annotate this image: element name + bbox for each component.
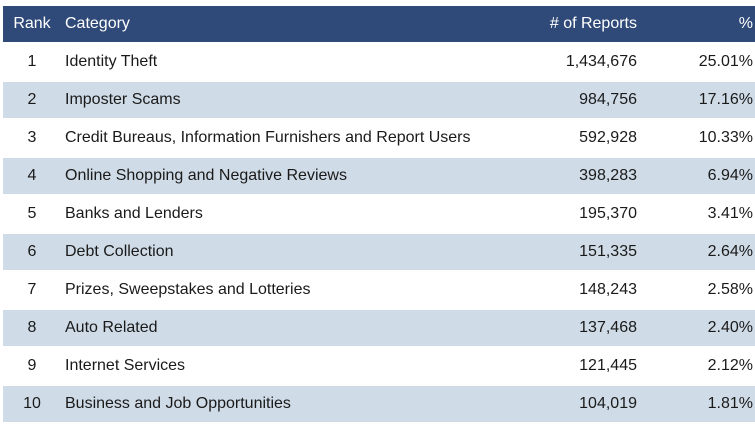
cell-percent: 10.33%: [637, 120, 755, 158]
header-rank: Rank: [3, 6, 61, 44]
cell-percent: 2.12%: [637, 348, 755, 386]
table-body: 1 Identity Theft 1,434,676 25.01% 2 Impo…: [3, 44, 755, 424]
table-row: 10 Business and Job Opportunities 104,01…: [3, 386, 755, 424]
cell-category: Business and Job Opportunities: [61, 386, 505, 424]
header-row: Rank Category # of Reports %: [3, 6, 755, 44]
cell-reports: 984,756: [505, 82, 637, 120]
table-row: 4 Online Shopping and Negative Reviews 3…: [3, 158, 755, 196]
cell-rank: 1: [3, 44, 61, 82]
cell-category: Online Shopping and Negative Reviews: [61, 158, 505, 196]
table-row: 8 Auto Related 137,468 2.40%: [3, 310, 755, 348]
header-percent: %: [637, 6, 755, 44]
cell-rank: 5: [3, 196, 61, 234]
cell-reports: 104,019: [505, 386, 637, 424]
cell-percent: 6.94%: [637, 158, 755, 196]
cell-category: Debt Collection: [61, 234, 505, 272]
cell-rank: 7: [3, 272, 61, 310]
table-row: 2 Imposter Scams 984,756 17.16%: [3, 82, 755, 120]
header-reports: # of Reports: [505, 6, 637, 44]
header-category: Category: [61, 6, 505, 44]
cell-rank: 4: [3, 158, 61, 196]
cell-percent: 1.81%: [637, 386, 755, 424]
cell-percent: 2.64%: [637, 234, 755, 272]
report-categories-table: Rank Category # of Reports % 1 Identity …: [3, 6, 755, 424]
cell-reports: 137,468: [505, 310, 637, 348]
cell-rank: 6: [3, 234, 61, 272]
cell-reports: 121,445: [505, 348, 637, 386]
cell-category: Internet Services: [61, 348, 505, 386]
table-row: 3 Credit Bureaus, Information Furnishers…: [3, 120, 755, 158]
cell-rank: 2: [3, 82, 61, 120]
cell-category: Prizes, Sweepstakes and Lotteries: [61, 272, 505, 310]
table-row: 5 Banks and Lenders 195,370 3.41%: [3, 196, 755, 234]
cell-percent: 3.41%: [637, 196, 755, 234]
cell-reports: 398,283: [505, 158, 637, 196]
cell-category: Auto Related: [61, 310, 505, 348]
cell-reports: 148,243: [505, 272, 637, 310]
cell-category: Identity Theft: [61, 44, 505, 82]
cell-reports: 195,370: [505, 196, 637, 234]
cell-category: Credit Bureaus, Information Furnishers a…: [61, 120, 505, 158]
table-row: 6 Debt Collection 151,335 2.64%: [3, 234, 755, 272]
table-row: 9 Internet Services 121,445 2.12%: [3, 348, 755, 386]
cell-category: Banks and Lenders: [61, 196, 505, 234]
cell-reports: 1,434,676: [505, 44, 637, 82]
table-header: Rank Category # of Reports %: [3, 6, 755, 44]
cell-percent: 17.16%: [637, 82, 755, 120]
cell-rank: 8: [3, 310, 61, 348]
cell-reports: 592,928: [505, 120, 637, 158]
cell-rank: 9: [3, 348, 61, 386]
table-row: 1 Identity Theft 1,434,676 25.01%: [3, 44, 755, 82]
cell-reports: 151,335: [505, 234, 637, 272]
table-row: 7 Prizes, Sweepstakes and Lotteries 148,…: [3, 272, 755, 310]
cell-percent: 2.58%: [637, 272, 755, 310]
cell-rank: 3: [3, 120, 61, 158]
report-table-container: Rank Category # of Reports % 1 Identity …: [3, 6, 755, 424]
cell-rank: 10: [3, 386, 61, 424]
cell-percent: 2.40%: [637, 310, 755, 348]
cell-category: Imposter Scams: [61, 82, 505, 120]
cell-percent: 25.01%: [637, 44, 755, 82]
